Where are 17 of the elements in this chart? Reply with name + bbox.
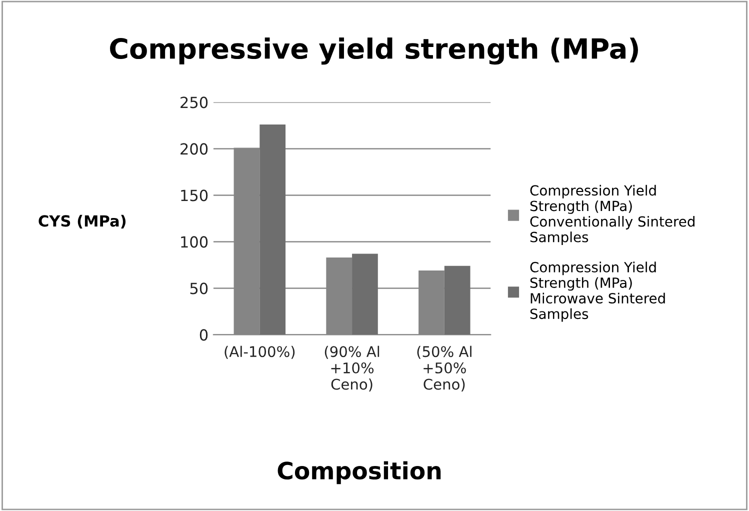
y-tick-label: 0: [200, 329, 208, 341]
y-tick-label: 150: [181, 190, 208, 202]
legend-label: Compression Yield Strength (MPa) Conventionally Sintered Samples: [530, 184, 694, 245]
x-tick-label: (90% Al +10% Ceno): [324, 346, 380, 392]
x-tick-label: (Al-100%): [224, 346, 295, 359]
bar: [444, 266, 470, 335]
y-axis-title: CYS (MPa): [38, 214, 126, 229]
x-tick-label: (50% Al +50% Ceno): [417, 346, 472, 392]
chart-title: Compressive yield strength (MPa): [110, 38, 638, 65]
legend-label: Compression Yield Strength (MPa) Microwave Sintered Samples: [530, 262, 665, 322]
x-axis-title: Composition: [278, 461, 441, 484]
y-tick-label: 50: [190, 282, 208, 294]
y-tick-label: 100: [181, 236, 208, 248]
bar: [260, 124, 286, 335]
bar: [352, 254, 378, 335]
y-tick-label: 250: [180, 96, 208, 108]
y-tick-label: 200: [180, 143, 208, 155]
